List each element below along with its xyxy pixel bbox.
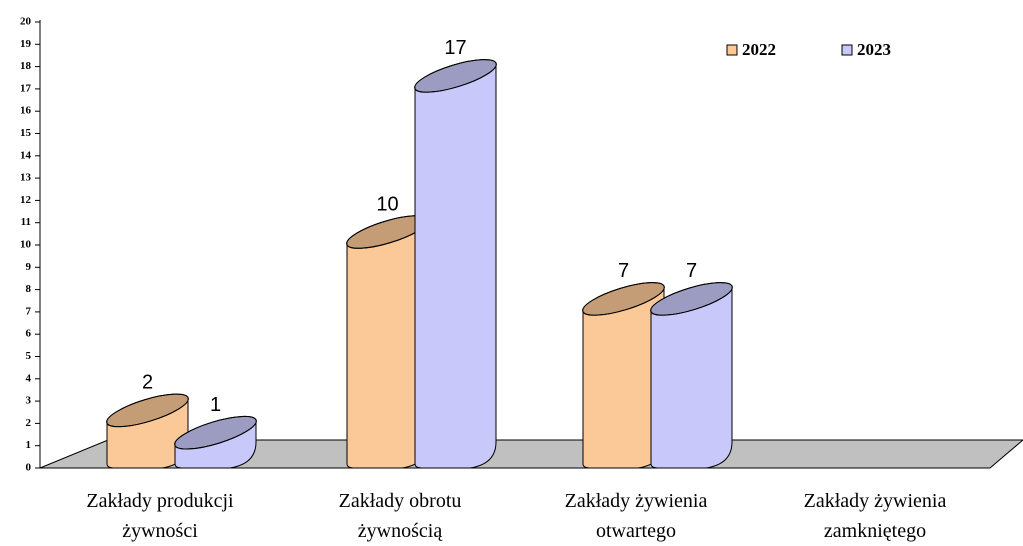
bar	[174, 415, 257, 469]
y-tick-label: 2	[26, 417, 32, 429]
x-tick-label: Zakłady produkcji żywności	[86, 490, 234, 542]
y-tick-label: 6	[26, 328, 32, 340]
y-tick-label: 11	[21, 216, 31, 228]
y-tick-label: 8	[26, 283, 32, 295]
value-label: 17	[444, 37, 466, 59]
x-tick-label: Zakłady żywienia zamkniętego	[803, 490, 947, 542]
y-tick-label: 16	[20, 105, 32, 117]
y-tick-label: 4	[26, 372, 32, 384]
y-tick-label: 7	[26, 305, 32, 317]
y-tick-label: 17	[20, 82, 32, 94]
legend-label: 2023	[857, 40, 891, 59]
value-label: 2	[142, 372, 153, 394]
y-tick-label: 12	[20, 194, 32, 206]
y-tick-label: 0	[26, 462, 32, 474]
legend-label: 2022	[742, 40, 776, 59]
value-label: 1	[210, 394, 221, 416]
bar	[414, 59, 497, 469]
y-tick-label: 14	[20, 149, 32, 161]
x-tick-label: Zakłady żywienia otwartego	[564, 490, 708, 542]
y-tick-label: 18	[20, 60, 32, 72]
value-label: 7	[686, 260, 697, 282]
value-label: 7	[618, 260, 629, 282]
y-tick-label: 1	[26, 439, 32, 451]
value-label: 10	[376, 193, 398, 215]
legend-swatch	[841, 44, 853, 56]
y-tick-label: 20	[20, 16, 32, 28]
bar	[582, 282, 665, 469]
y-tick-label: 3	[26, 395, 32, 407]
y-tick-label: 5	[26, 350, 32, 362]
bar	[106, 393, 189, 469]
y-tick-label: 15	[20, 127, 32, 139]
y-tick-label: 13	[20, 172, 32, 184]
y-tick-label: 9	[26, 261, 32, 273]
y-tick-label: 10	[20, 239, 32, 251]
y-tick-label: 19	[20, 38, 32, 50]
legend-swatch	[726, 44, 738, 56]
x-tick-label: Zakłady obrotu żywnością	[338, 490, 462, 542]
bar	[650, 282, 733, 469]
